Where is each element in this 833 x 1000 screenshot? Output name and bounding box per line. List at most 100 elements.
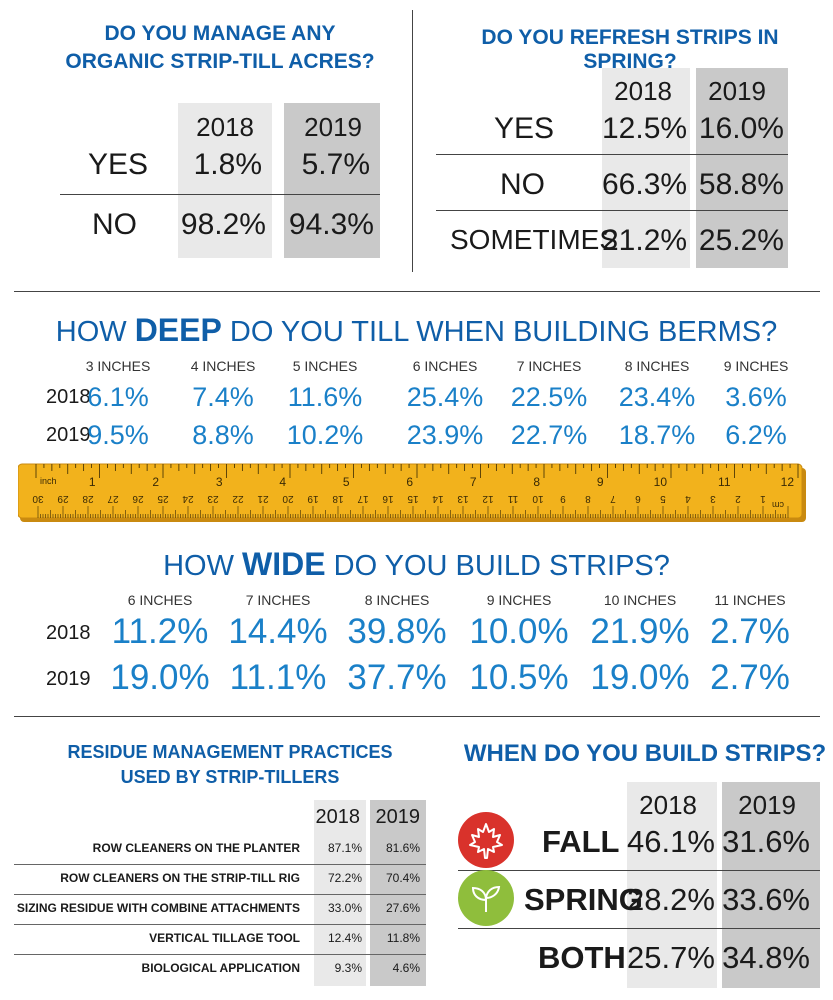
when-title: WHEN DO YOU BUILD STRIPS? [463,740,827,767]
organic-year-2018: 2018 [196,112,254,142]
organic-title: DO YOU MANAGE ANY ORGANIC STRIP-TILL ACR… [60,20,380,76]
wide-category-label: 6 INCHES [127,592,193,608]
when-divider [458,870,820,871]
wide-title-bold: WIDE [242,546,326,582]
wide-category-label: 9 INCHES [486,592,552,608]
deep-value: 3.6% [725,382,787,412]
deep-year-label: 2018 [46,386,91,408]
ruler-cm-number: 27 [107,493,119,504]
when-row-label: SPRING [524,882,643,917]
wide-title-post: DO YOU BUILD STRIPS? [325,550,670,582]
residue-title-line2: USED BY STRIP-TILLERS [120,767,340,787]
residue-divider [14,894,426,895]
ruler-cm-number: 5 [660,493,666,504]
refresh-divider [436,154,788,155]
wide-category-label: 10 INCHES [603,592,677,608]
organic-title-line2: ORGANIC STRIP-TILL ACRES? [65,50,375,73]
residue-value: 72.2% [327,871,362,885]
ruler-cm-number: 14 [432,493,444,504]
refresh-value: 16.0% [698,112,784,145]
wide-value: 14.4% [228,612,328,651]
when-divider [458,928,820,929]
deep-title-post: DO YOU TILL WHEN BUILDING BERMS? [221,316,778,348]
residue-value: 4.6% [392,961,420,975]
ruler-cm-number: 23 [207,493,219,504]
when-year-2019: 2019 [738,790,796,820]
ruler-cm-number: 8 [585,493,591,504]
deep-value: 6.1% [87,382,149,412]
refresh-row-label: SOMETIMES [450,224,619,255]
deep-category-label: 5 INCHES [292,358,358,374]
wide-year-label: 2018 [46,622,91,644]
residue-row-label: SIZING RESIDUE WITH COMBINE ATTACHMENTS [16,901,300,915]
ruler-inch-number: 6 [406,475,413,489]
organic-year-2019: 2019 [304,112,362,142]
organic-divider [60,194,380,195]
ruler-cm-number: 28 [82,493,94,504]
residue-value: 87.1% [327,841,362,855]
ruler-cm-number: 3 [710,493,716,504]
deep-category-label: 8 INCHES [624,358,690,374]
ruler-cm-number: 29 [57,493,69,504]
residue-value: 12.4% [327,931,362,945]
maple-leaf-icon [458,812,514,868]
top-vertical-divider [412,10,413,272]
wide-title: HOW WIDE DO YOU BUILD STRIPS? [0,546,833,583]
ruler-cm-number: 11 [507,493,518,504]
ruler-cm-number: 18 [332,493,344,504]
wide-category-label: 7 INCHES [245,592,311,608]
refresh-year-2018: 2018 [614,76,672,106]
residue-row-label: ROW CLEANERS ON THE STRIP-TILL RIG [60,871,300,885]
ruler-cm-number: 17 [357,493,369,504]
ruler-illustration: inch 1 2 3 4 5 6 7 8 9 10 11 12cm1234567891011121314… [18,463,806,522]
organic-col-2018-bg [178,103,272,258]
when-row-label: FALL [542,824,620,859]
wide-value: 19.0% [590,658,690,697]
ruler-cm-number: 7 [610,493,616,504]
ruler-inch-number: 8 [533,475,540,489]
organic-title-line1: DO YOU MANAGE ANY [104,22,336,45]
residue-title-line1: RESIDUE MANAGEMENT PRACTICES [67,742,393,762]
organic-row-label: NO [92,208,137,241]
when-col-2019-bg [722,782,820,988]
ruler-inch-number: 12 [781,475,795,489]
when-value: 33.6% [722,882,810,917]
refresh-title: DO YOU REFRESH STRIPS IN SPRING? [481,26,779,73]
deep-title: HOW DEEP DO YOU TILL WHEN BUILDING BERMS… [0,312,833,349]
organic-value: 94.3% [288,208,374,241]
ruler-cm-number: 24 [182,493,194,504]
deep-category-label: 4 INCHES [190,358,256,374]
when-col-2018-bg [627,782,717,988]
organic-row-label: YES [88,148,149,181]
deep-value: 7.4% [192,382,254,412]
deep-category-label: 3 INCHES [85,358,151,374]
deep-value: 8.8% [192,420,254,450]
ruler-cm-number: 20 [282,493,294,504]
refresh-row-label: NO [500,168,545,201]
wide-value: 21.9% [590,612,690,651]
section-divider [14,291,820,292]
deep-value: 10.2% [286,420,364,450]
refresh-value: 21.2% [602,224,688,257]
refresh-divider [436,210,788,211]
residue-col-2018-bg [314,800,366,986]
ruler-cm-number: 10 [532,493,544,504]
wide-value: 39.8% [347,612,447,651]
refresh-value: 12.5% [602,112,688,145]
wide-value: 19.0% [110,658,210,697]
ruler-cm-number: 6 [635,493,641,504]
section-divider [14,716,820,717]
ruler-cm-number: 25 [157,493,169,504]
when-value: 31.6% [722,824,810,859]
ruler-cm-number: 22 [232,493,244,504]
deep-title-bold: DEEP [134,312,222,348]
wide-value: 10.5% [469,658,569,697]
deep-value: 23.9% [406,420,484,450]
residue-year-2018: 2018 [315,806,361,828]
deep-value: 18.7% [618,420,696,450]
residue-row-label: ROW CLEANERS ON THE PLANTER [92,841,300,855]
when-value: 25.7% [627,940,715,975]
ruler-cm-number: 12 [482,493,494,504]
when-value: 28.2% [627,882,715,917]
residue-value: 33.0% [327,901,362,915]
